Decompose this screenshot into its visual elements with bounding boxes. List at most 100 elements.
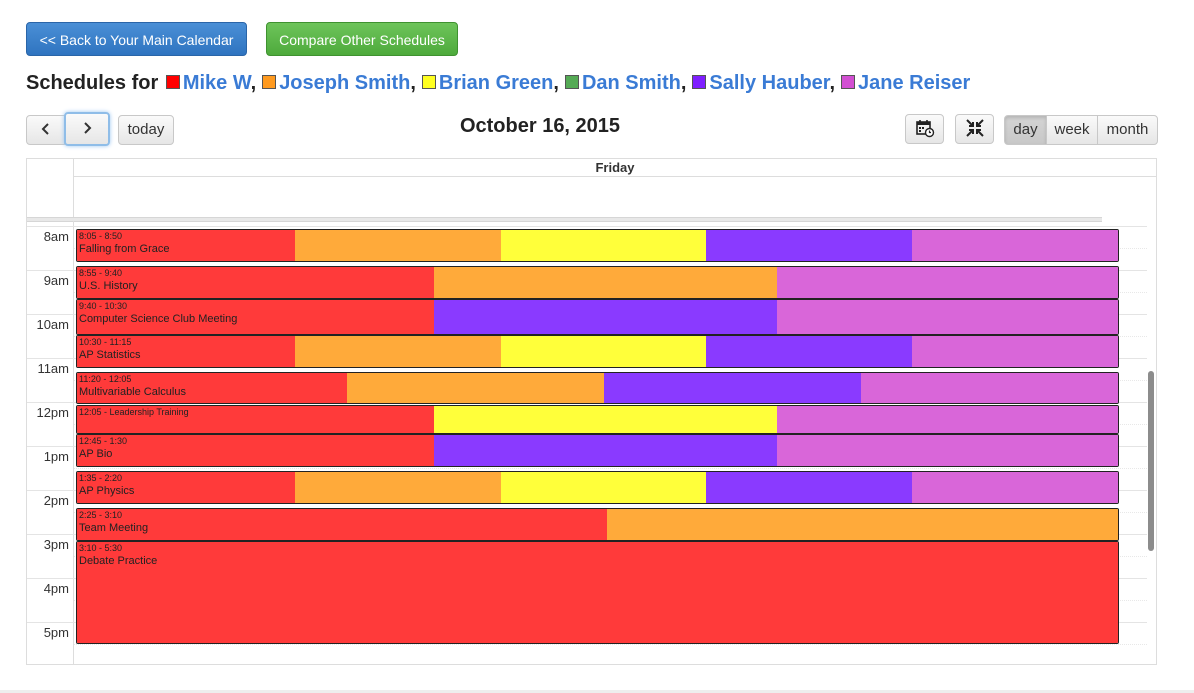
event-time: 8:05 - 8:50 bbox=[79, 231, 123, 241]
event-time: 11:20 - 12:05 bbox=[79, 374, 132, 384]
half-hour-gridline bbox=[74, 644, 1147, 645]
attendee-color-segment bbox=[295, 336, 501, 367]
event-time: 8:55 - 9:40 bbox=[79, 268, 123, 278]
people-list: Mike W, Joseph Smith, Brian Green, Dan Smit… bbox=[164, 72, 971, 94]
person-color-swatch bbox=[841, 75, 856, 89]
attendee-color-segment bbox=[77, 267, 434, 298]
attendee-color-segment bbox=[706, 230, 912, 261]
heading-prefix: Schedules for bbox=[26, 72, 159, 94]
attendee-color-segment bbox=[433, 435, 777, 466]
person-separator: , bbox=[680, 72, 687, 94]
view-week-button[interactable]: week bbox=[1046, 115, 1098, 145]
back-to-main-calendar-button[interactable]: << Back to Your Main Calendar bbox=[26, 22, 247, 56]
person-name-link[interactable]: Joseph Smith bbox=[279, 72, 411, 94]
event-title: Falling from Grace bbox=[79, 243, 170, 255]
day-column-header: Friday bbox=[73, 159, 1156, 177]
person-name-link[interactable]: Dan Smith bbox=[581, 72, 681, 94]
person-name-link[interactable]: Jane Reiser bbox=[858, 72, 971, 94]
today-button[interactable]: today bbox=[118, 115, 174, 145]
calendar-event[interactable]: 10:30 - 11:15 AP Statistics bbox=[76, 335, 1119, 368]
chevron-left-icon bbox=[41, 123, 49, 135]
calendar-event[interactable]: 12:45 - 1:30 AP Bio bbox=[76, 434, 1119, 467]
attendee-color-segment bbox=[295, 230, 501, 261]
person-color-swatch bbox=[262, 75, 277, 89]
attendee-color-segment bbox=[77, 230, 296, 261]
time-axis-label: 10am bbox=[36, 317, 69, 332]
event-title: Multivariable Calculus bbox=[79, 386, 186, 398]
compress-view-button[interactable] bbox=[955, 114, 994, 144]
attendee-color-segment bbox=[911, 230, 1118, 261]
time-axis-label: 1pm bbox=[43, 449, 69, 464]
hour-gridline bbox=[27, 226, 1147, 227]
attendee-color-segment bbox=[604, 373, 862, 403]
prev-day-button[interactable] bbox=[26, 115, 65, 145]
event-time: 10:30 - 11:15 bbox=[79, 337, 132, 347]
event-time: 12:45 - 1:30 bbox=[79, 436, 128, 446]
attendee-color-segment bbox=[911, 472, 1118, 503]
calendar-event[interactable]: 2:25 - 3:10 Team Meeting bbox=[76, 508, 1119, 541]
attendee-color-segment bbox=[776, 435, 1118, 466]
all-day-divider[interactable] bbox=[27, 217, 1102, 222]
compare-schedules-button[interactable]: Compare Other Schedules bbox=[266, 22, 458, 56]
next-day-button[interactable] bbox=[64, 112, 110, 146]
view-day-button[interactable]: day bbox=[1004, 115, 1047, 145]
person-separator: , bbox=[410, 72, 416, 94]
person-color-swatch bbox=[421, 75, 436, 89]
time-axis-label: 11am bbox=[37, 361, 69, 376]
attendee-color-segment bbox=[776, 267, 1118, 298]
attendee-color-segment bbox=[77, 336, 296, 367]
attendee-color-segment bbox=[911, 336, 1118, 367]
calendar-event[interactable]: 11:20 - 12:05 Multivariable Calculus bbox=[76, 372, 1119, 404]
event-time: 2:25 - 3:10 bbox=[79, 510, 123, 520]
view-month-button[interactable]: month bbox=[1097, 115, 1158, 145]
person-color-swatch bbox=[564, 75, 579, 89]
event-time: 9:40 - 10:30 bbox=[79, 301, 128, 311]
attendee-color-segment bbox=[77, 472, 296, 503]
date-title: October 16, 2015 bbox=[459, 115, 621, 137]
day-calendar: Friday 8am 9am 10am 11am 12pm 1pm 2pm 3pm 4pm 5pm… bbox=[26, 158, 1157, 665]
calendar-clock-icon bbox=[915, 120, 934, 138]
attendee-color-segment bbox=[77, 300, 434, 334]
all-day-slot[interactable] bbox=[73, 177, 1146, 221]
calendar-event[interactable]: 8:55 - 9:40 U.S. History bbox=[76, 266, 1119, 299]
attendee-color-segment bbox=[433, 300, 777, 334]
time-axis-label: 3pm bbox=[43, 537, 69, 552]
attendee-color-segment bbox=[77, 509, 608, 540]
person-color-swatch bbox=[165, 75, 180, 89]
person-separator: , bbox=[553, 72, 559, 94]
attendee-color-segment bbox=[77, 373, 348, 403]
attendee-color-segment bbox=[347, 373, 605, 403]
calendar-event[interactable]: 9:40 - 10:30 Computer Science Club Meetin… bbox=[76, 299, 1119, 335]
event-title: Team Meeting bbox=[79, 522, 149, 534]
person-name-link[interactable]: Sally Hauber bbox=[709, 72, 830, 94]
calendar-event[interactable]: 12:05 - Leadership Training bbox=[76, 405, 1119, 434]
time-axis-label: 4pm bbox=[43, 581, 69, 596]
event-time: 3:10 - 5:30 bbox=[79, 543, 123, 553]
attendee-color-segment bbox=[706, 472, 912, 503]
attendee-color-segment bbox=[861, 373, 1118, 403]
calendar-event[interactable]: 8:05 - 8:50 Falling from Grace bbox=[76, 229, 1119, 262]
event-title: Computer Science Club Meeting bbox=[79, 313, 238, 325]
person-separator: , bbox=[250, 72, 257, 94]
event-time: 12:05 - Leadership Training bbox=[79, 407, 189, 417]
attendee-color-segment bbox=[77, 542, 1118, 643]
attendee-color-segment bbox=[500, 472, 707, 503]
person-name-link[interactable]: Brian Green bbox=[438, 72, 554, 94]
calendar-event[interactable]: 1:35 - 2:20 AP Physics bbox=[76, 471, 1119, 504]
calendar-event[interactable]: 3:10 - 5:30 Debate Practice bbox=[76, 541, 1119, 644]
calendar-picker-button[interactable] bbox=[905, 114, 944, 144]
half-hour-gridline bbox=[74, 468, 1147, 469]
attendee-color-segment bbox=[776, 300, 1118, 334]
schedules-heading: Schedules for Mike W, Joseph Smith, Brian … bbox=[26, 72, 970, 95]
chevron-right-icon bbox=[84, 122, 92, 134]
time-axis-label: 2pm bbox=[43, 493, 69, 508]
scrollbar-thumb[interactable] bbox=[1148, 371, 1154, 551]
attendee-color-segment bbox=[607, 509, 1118, 540]
attendee-color-segment bbox=[77, 435, 434, 466]
time-axis-label: 8am bbox=[43, 229, 69, 244]
event-title: AP Physics bbox=[79, 485, 135, 497]
person-name-link[interactable]: Mike W bbox=[182, 72, 251, 94]
person-color-swatch bbox=[692, 75, 707, 89]
attendee-color-segment bbox=[500, 230, 707, 261]
time-axis-label: 5pm bbox=[43, 625, 69, 640]
